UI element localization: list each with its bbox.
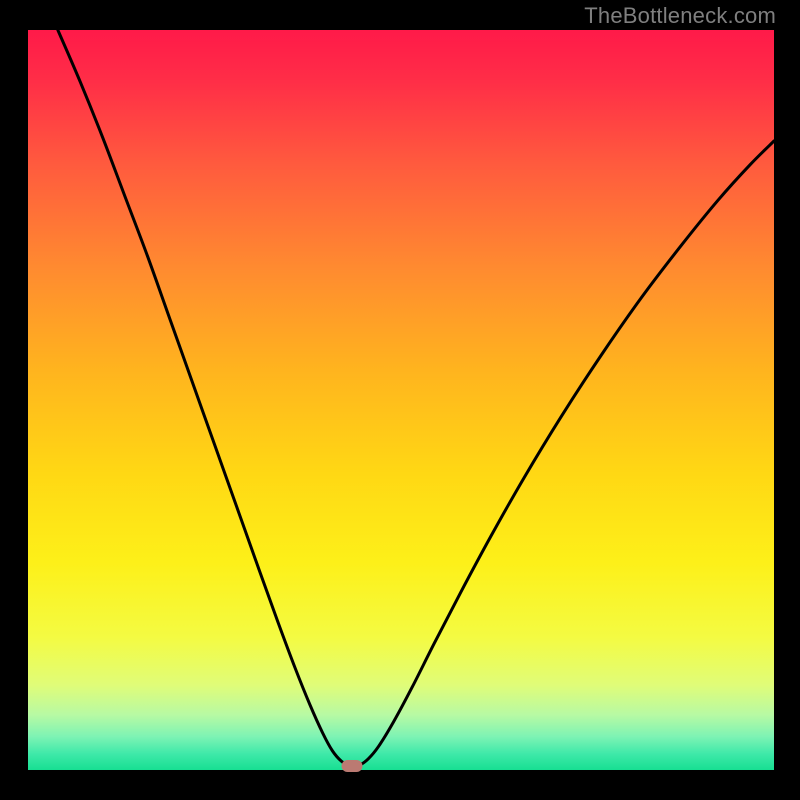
- gradient-background: [28, 30, 774, 770]
- chart-svg: [28, 30, 774, 770]
- watermark-text: TheBottleneck.com: [584, 3, 776, 29]
- vertex-marker: [341, 760, 362, 772]
- chart-frame: TheBottleneck.com: [0, 0, 800, 800]
- plot-area: [28, 30, 774, 770]
